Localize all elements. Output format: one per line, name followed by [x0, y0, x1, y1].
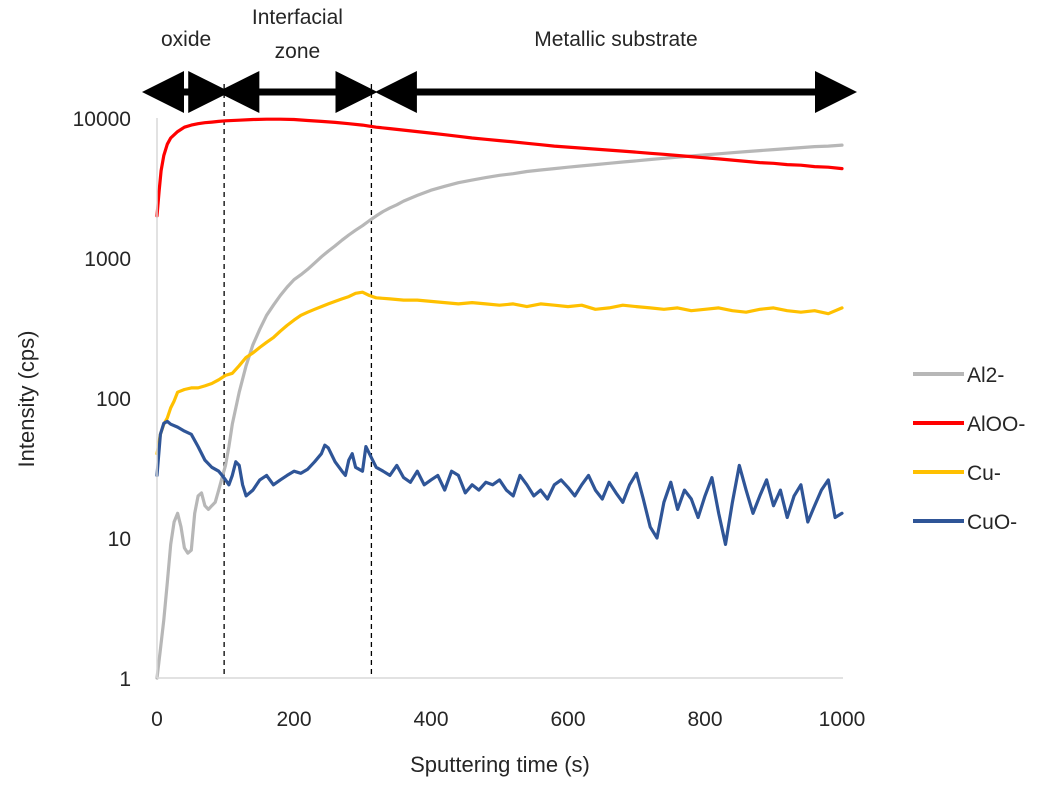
x-tick-label: 800: [687, 708, 722, 731]
region-label: zone: [275, 40, 321, 63]
y-tick-label: 10: [108, 528, 131, 551]
y-tick-label: 1: [119, 668, 131, 691]
region-label: Interfacial: [252, 6, 343, 29]
y-tick-labels: 1 10 100 1000 10000: [73, 108, 131, 691]
x-tick-label: 400: [413, 708, 448, 731]
y-tick-label: 1000: [84, 248, 131, 271]
series-line-aloo: [155, 117, 844, 218]
y-tick-label: 100: [96, 388, 131, 411]
region-label: oxide: [161, 28, 211, 51]
x-tick-label: 1000: [819, 708, 866, 731]
series-line-cuo: [155, 419, 844, 546]
series-lines: [155, 117, 844, 680]
series-line-cu: [155, 290, 844, 456]
legend-label: AlOO-: [967, 413, 1025, 436]
legend: Al2- AlOO- Cu- CuO-: [913, 364, 1025, 534]
region-label: Metallic substrate: [534, 28, 697, 51]
y-axis-title: Intensity (cps): [14, 331, 39, 468]
x-tick-labels: 0 200 400 600 800 1000: [151, 708, 865, 731]
x-tick-label: 0: [151, 708, 163, 731]
region-dividers: [223, 84, 373, 678]
x-tick-label: 600: [550, 708, 585, 731]
y-axis: 1 10 100 1000 10000 Intensity (cps): [14, 108, 158, 691]
x-tick-label: 200: [276, 708, 311, 731]
region-annotations: oxide Interfacial zone Metallic substrate: [142, 6, 857, 113]
y-tick-label: 10000: [73, 108, 131, 131]
legend-label: Al2-: [967, 364, 1004, 387]
x-axis: 0 200 400 600 800 1000 Sputtering time (s): [151, 677, 865, 777]
series-line-al2: [155, 143, 844, 680]
legend-label: Cu-: [967, 462, 1001, 485]
x-axis-title: Sputtering time (s): [410, 752, 590, 777]
legend-label: CuO-: [967, 511, 1017, 534]
